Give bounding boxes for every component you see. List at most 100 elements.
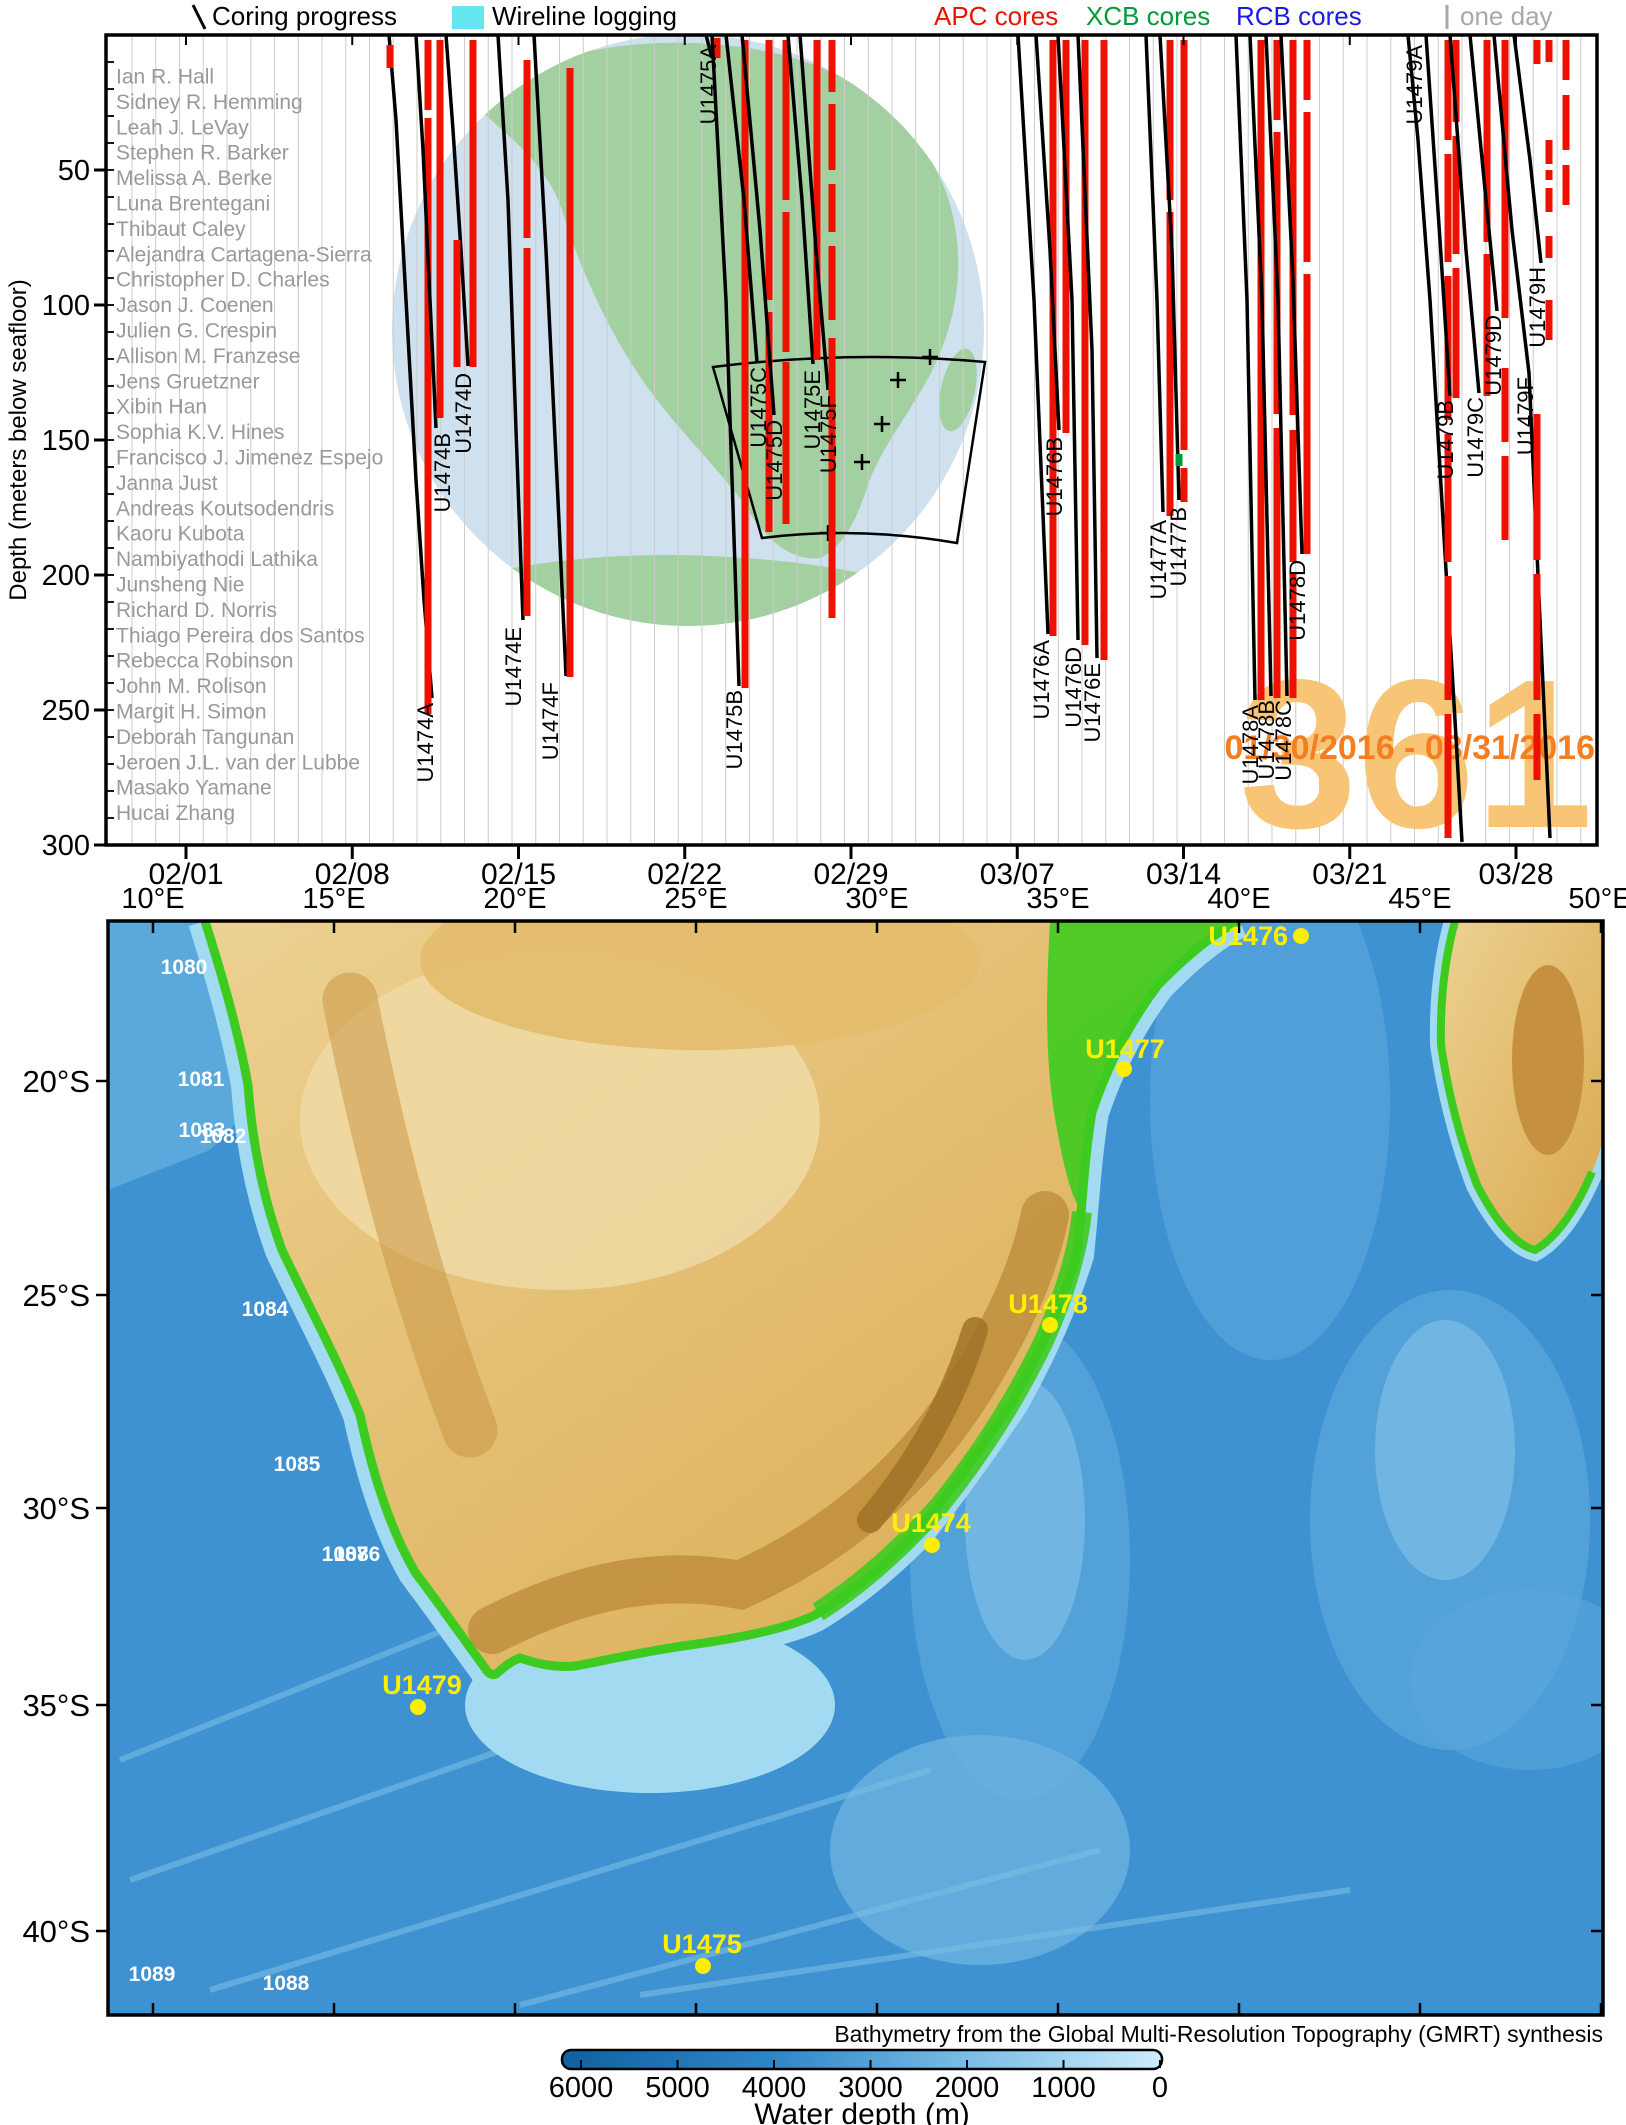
site-dot-U1476 (1293, 928, 1309, 944)
scientist-name: Andreas Koutsodendris (116, 497, 334, 520)
colorbar-tick-label: 0 (1152, 2072, 1168, 2104)
colorbar-ticks: 6000 5000 4000 3000 2000 1000 0 (549, 2060, 1168, 2104)
coring-progress-icon (191, 4, 207, 30)
coring-progress-line (444, 35, 470, 367)
hole-label: U1477A (1146, 520, 1171, 600)
hole-label: U1476E (1080, 663, 1105, 743)
hole-label: U1475C (746, 367, 771, 448)
hole-label: U1479B (1433, 400, 1458, 480)
hole-label: U1475E (800, 370, 825, 450)
scientist-name: Deborah Tangunan (116, 726, 294, 749)
drakensberg (857, 1317, 988, 1533)
colorbar-title: Water depth (m) (754, 2098, 970, 2125)
scientist-name: Francisco J. Jimenez Espejo (116, 447, 383, 470)
globe-africa (470, 42, 959, 559)
map-caption: Bathymetry from the Global Multi-Resolut… (834, 2021, 1603, 2047)
depth-tick-label: 50 (58, 155, 90, 187)
colorbar-tick-label: 1000 (1031, 2072, 1096, 2104)
scientist-name: Leah J. LeVay (116, 116, 249, 139)
scientist-name: Junsheng Nie (116, 574, 244, 597)
scientist-name: Kaoru Kubota (116, 523, 245, 546)
great-escarpment (468, 1191, 1069, 1654)
coring-progress-line (532, 35, 568, 677)
date-axis: 02/01 02/08 02/15 02/22 02/29 03/07 03/14 03/21… (148, 35, 1554, 891)
coring-progress-line (1234, 35, 1257, 701)
coring-progress-line (1264, 35, 1289, 697)
scientist-name: Jens Gruetzner (116, 370, 260, 393)
mozambique-lowlands (1047, 921, 1240, 1212)
madagascar-ridge-crest (1375, 1320, 1515, 1580)
hole-label: U1479A (1402, 45, 1427, 125)
hole-label: U1476A (1029, 640, 1054, 720)
odp-site-1083: 1083 (179, 1119, 226, 1142)
legend-wireline-logging: Wireline logging (492, 1, 677, 31)
date-tick-label: 02/15 (481, 858, 556, 891)
hole-label: U1479D (1481, 315, 1506, 396)
scientist-name: Masako Yamane (116, 777, 272, 800)
legend-apc-cores: APC cores (934, 1, 1058, 31)
lat-label: 20°S (22, 1064, 90, 1099)
scientist-name: Richard D. Norris (116, 599, 277, 622)
coring-progress-line (786, 35, 815, 365)
scientist-name: Xibin Han (116, 396, 207, 419)
date-tick-label: 02/22 (647, 858, 722, 891)
scientist-name: Julien G. Crespin (116, 320, 277, 343)
water-depth-colorbar: 6000 5000 4000 3000 2000 1000 0 Water depth (m… (549, 2048, 1168, 2125)
hole-label: U1479H (1525, 267, 1550, 348)
map-axes: 10°E 15°E 20°E 25°E 30°E 35°E 40°E 45°E 50°E 20°S… (22, 883, 1626, 2015)
site-label-U1478: U1478 (1008, 1289, 1088, 1319)
scientist-name: John M. Rolison (116, 675, 267, 698)
scientist-name: Rebecca Robinson (116, 650, 293, 673)
odp-site-1082: 1082 (200, 1125, 247, 1148)
mozambique-channel-floor (1150, 921, 1390, 1360)
interior-north (420, 921, 980, 1050)
hole-label: U1478B (1254, 700, 1279, 780)
coring-progress-chart: 361 01/30/2016 - 03/31/2016 Ian R. HallS… (5, 1, 1599, 891)
scientist-name: Allison M. Franzese (116, 345, 300, 368)
hole-label: U1475F (816, 395, 841, 473)
day-gridlines (131, 35, 1582, 845)
lat-label: 25°S (22, 1278, 90, 1313)
globe-madagascar (939, 348, 977, 432)
depth-tick-label: 250 (42, 695, 90, 727)
date-tick-label: 03/21 (1312, 858, 1387, 891)
depth-tick-label: 150 (42, 425, 90, 457)
lat-label: 40°S (22, 1914, 90, 1949)
lon-label: 40°E (1207, 883, 1270, 915)
lon-label: 45°E (1388, 883, 1451, 915)
odp-site-1085: 1085 (274, 1453, 321, 1476)
coring-progress-line (1424, 35, 1452, 397)
coring-progress-line (710, 35, 741, 687)
lon-label: 50°E (1568, 883, 1626, 915)
site-dot-U1475 (695, 1958, 711, 1974)
hole-label: U1474B (430, 433, 455, 513)
odp-site-1087: 1087 (322, 1543, 369, 1566)
east-coast-greenbelt (812, 1210, 1092, 1621)
expedition-sites: U1476 U1477 U1478 U1474 U1479 U1475 (382, 921, 1309, 1974)
ridge-se (1410, 1590, 1603, 1770)
globe-arabia (845, 117, 915, 166)
date-tick-label: 02/08 (315, 858, 390, 891)
site-label-U1474: U1474 (891, 1508, 971, 1538)
site-dot-U1477 (1116, 1061, 1132, 1077)
coring-progress-line (1144, 35, 1165, 513)
scientist-name: Nambiyathodi Lathika (116, 548, 318, 571)
coring-progress-line (1279, 35, 1304, 555)
hole-label: U1475B (722, 690, 747, 770)
scientist-name: Jason J. Coenen (116, 294, 274, 317)
globe-inset (392, 35, 984, 626)
odp-site-1086: 1086 (334, 1543, 381, 1566)
coring-progress-line (1448, 35, 1481, 394)
colorbar-gradient (560, 2048, 1164, 2071)
coring-progress-line (1406, 35, 1464, 843)
legend-coring-progress: Coring progress (212, 1, 397, 31)
coring-progress-line (704, 35, 714, 59)
depth-tick-label: 200 (42, 560, 90, 592)
lon-label: 35°E (1026, 883, 1089, 915)
colorbar-tick-label: 4000 (742, 2072, 807, 2104)
coring-progress-line (1016, 35, 1050, 635)
coring-progress-line (1492, 35, 1552, 839)
scientist-name: Sidney R. Hemming (116, 91, 303, 114)
coring-progress-line (414, 35, 438, 429)
scientist-name: Sophia K.V. Hines (116, 421, 285, 444)
